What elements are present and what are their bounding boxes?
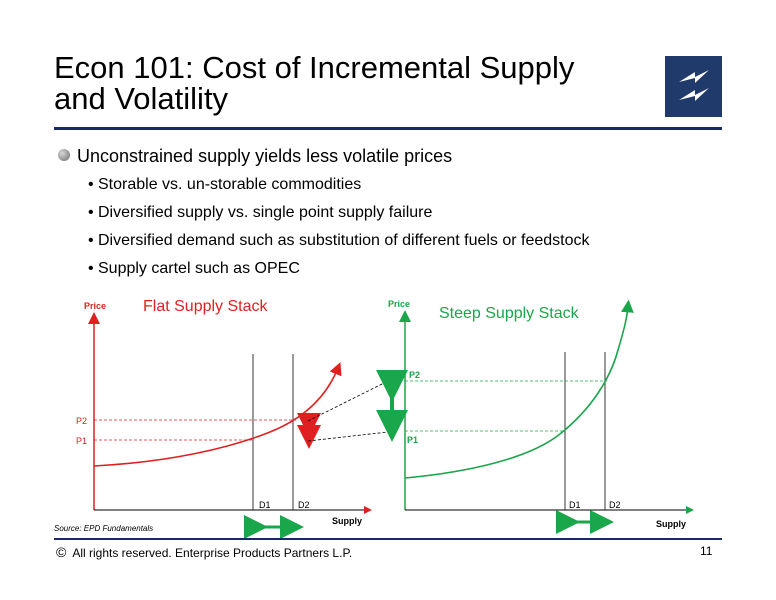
main-bullet-text: Unconstrained supply yields less volatil… [77,146,453,166]
right-x-axis-label: Supply [656,519,686,529]
projection-line-bottom [307,431,389,442]
left-p1-label: P1 [76,436,87,446]
sub-bullet: • Storable vs. un-storable commodities [88,176,362,193]
lightning-bolt-icon [679,70,709,101]
title-line-2: and Volatility [54,81,229,116]
sub-bullet: • Diversified supply vs. single point sup… [88,204,433,221]
slide-title: Econ 101: Cost of Incremental Supply and… [54,52,654,114]
right-p1-label: P1 [407,435,418,445]
footer-copyright: © All rights reserved. Enterprise Product… [56,544,352,560]
right-y-axis-label: Price [388,299,410,309]
projection-line-top [307,380,389,422]
main-bullet: Unconstrained supply yields less volatil… [58,146,452,167]
title-line-1: Econ 101: Cost of Incremental Supply [54,50,575,85]
left-chart-title: Flat Supply Stack [143,298,269,315]
company-logo [665,56,722,117]
sub-bullet-list: • Storable vs. un-storable commodities • D… [88,176,590,288]
left-x-axis-label: Supply [332,516,362,526]
sub-bullet: • Supply cartel such as OPEC [88,260,300,277]
left-supply-curve [93,362,342,467]
source-note: Source: EPD Fundamentals [54,524,154,533]
copyright-text: All rights reserved. Enterprise Products… [72,546,353,560]
copyright-icon: © [56,544,67,560]
right-d1-label: D1 [569,500,581,510]
left-d1-label: D1 [259,500,271,510]
steep-supply-chart: Price Steep Supply Stack Supply D1 D2 P2… [388,299,694,534]
title-divider [54,127,722,130]
left-p2-label: P2 [76,416,87,426]
page-number: 11 [700,544,713,558]
right-chart-title: Steep Supply Stack [439,305,580,322]
sub-bullet: • Diversified demand such as substitution… [88,232,590,249]
right-supply-curve [404,299,634,479]
left-y-axis-label: Price [84,301,106,311]
left-d2-label: D2 [298,500,310,510]
bullet-dot-icon [58,149,70,161]
flat-supply-chart: Price Flat Supply Stack Supply D1 D2 P2 … [76,298,372,539]
right-p2-label: P2 [409,370,420,380]
footer-divider [54,538,722,540]
right-d2-label: D2 [609,500,621,510]
